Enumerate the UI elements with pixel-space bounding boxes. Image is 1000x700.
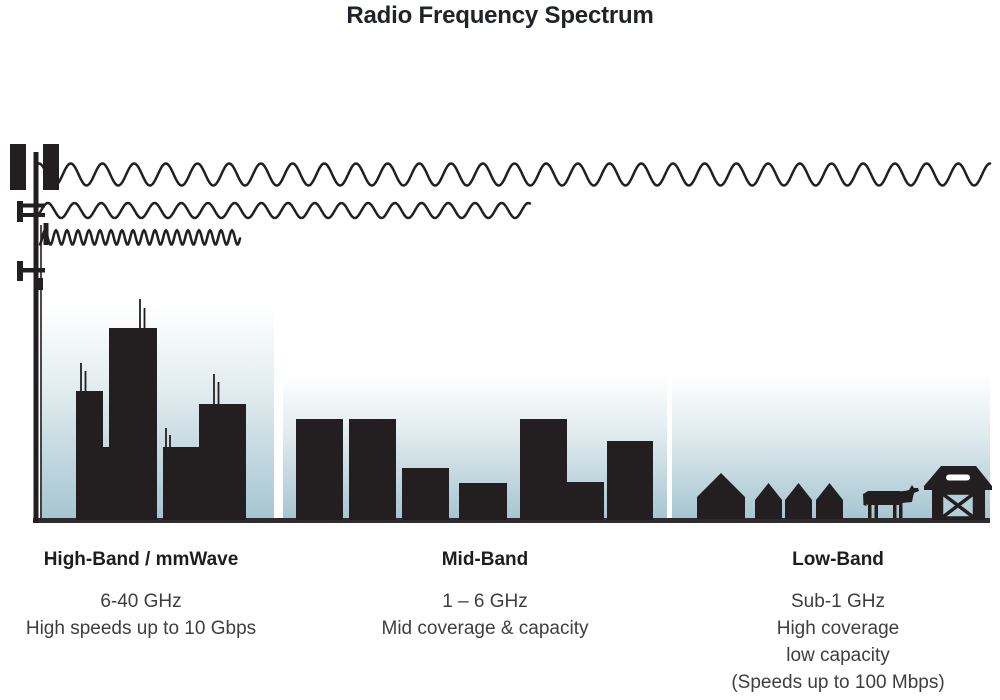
low-band-long-wave: [36, 162, 992, 187]
band-line: High coverage: [776, 618, 900, 639]
ground-line: [33, 518, 990, 523]
band-line: low capacity: [786, 645, 890, 666]
mid-building: [459, 483, 507, 520]
mid-building: [296, 419, 343, 520]
band-name-low: Low-Band: [792, 549, 884, 570]
mid-building: [402, 468, 449, 520]
band-line: (Speeds up to 100 Mbps): [731, 672, 945, 693]
band-line: 1 – 6 GHz: [442, 591, 528, 612]
house-icon: [785, 483, 812, 519]
rural-houses: [697, 473, 843, 519]
mid-building: [567, 482, 604, 520]
barn-door-frame: [939, 491, 977, 520]
house-icon: [816, 483, 843, 519]
house-icon: [697, 473, 745, 519]
city-building: [163, 447, 200, 520]
diagram-svg: [10, 144, 992, 523]
band-details-low: Sub-1 GHz High coverage low capacity (Sp…: [731, 588, 944, 696]
mid-building: [520, 419, 567, 520]
band-label-high: High-Band / mmWave 6-40 GHz High speeds …: [26, 549, 256, 642]
city-building: [109, 328, 157, 520]
band-line: Sub-1 GHz: [791, 591, 885, 612]
band-name-high: High-Band / mmWave: [43, 549, 239, 570]
mid-building: [349, 419, 396, 520]
band-label-low: Low-Band Sub-1 GHz High coverage low cap…: [731, 549, 944, 696]
city-building: [76, 391, 103, 520]
band-label-mid: Mid-Band 1 – 6 GHz Mid coverage & capaci…: [382, 549, 589, 642]
city-skyline: [76, 299, 246, 520]
band-line: High speeds up to 10 Gbps: [25, 618, 257, 639]
mid-building: [607, 441, 653, 520]
house-icon: [755, 483, 782, 519]
barn-loft-window: [946, 474, 970, 481]
mid-band-medium-wave: [36, 201, 532, 220]
city-building: [199, 404, 246, 520]
cow-tail: [863, 492, 867, 506]
barn-icon: [924, 466, 992, 520]
midband-skyline: [296, 419, 653, 520]
band-line: 6-40 GHz: [100, 591, 182, 612]
radio-waves: [36, 162, 992, 246]
band-details-high: 6-40 GHz High speeds up to 10 Gbps: [26, 588, 256, 642]
page-title: Radio Frequency Spectrum: [346, 2, 654, 29]
generated-layer: [10, 144, 992, 523]
high-band-short-wave: [38, 228, 242, 246]
cow-icon: [863, 485, 919, 518]
band-line: Mid coverage & capacity: [381, 618, 589, 639]
band-details-mid: 1 – 6 GHz Mid coverage & capacity: [382, 588, 589, 642]
band-name-mid: Mid-Band: [441, 549, 529, 570]
city-building: [102, 447, 110, 520]
cow-head: [897, 485, 919, 503]
